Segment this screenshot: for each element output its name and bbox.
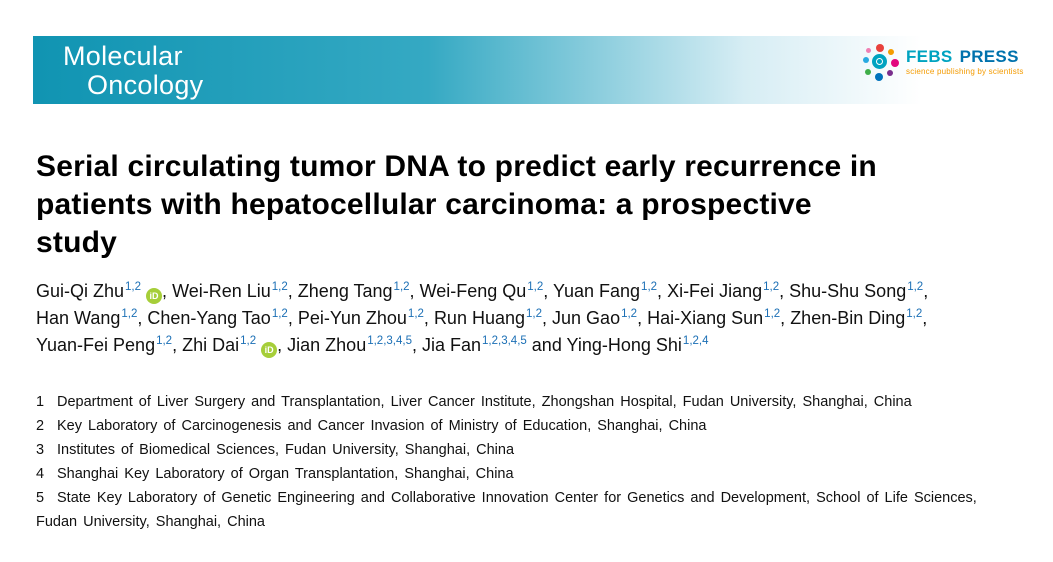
febs-name: FEBS PRESS (906, 48, 1024, 66)
affiliation-number: 2 (36, 418, 45, 434)
author-affiliation-superscript: 1,2 (407, 308, 424, 320)
author-name: Jun Gao (552, 308, 621, 328)
author-affiliation-superscript: 1,2,4 (682, 335, 709, 347)
author-affiliation-superscript: 1,2 (906, 308, 923, 320)
journal-banner: Molecular Oncology (33, 36, 1021, 104)
author: Shu-Shu Song1,2 (789, 281, 923, 301)
author-affiliation-superscript: 1,2 (271, 308, 288, 320)
author-affiliation-superscript: 1,2 (641, 281, 658, 293)
logo-dot-green (865, 69, 871, 75)
author-affiliation-superscript: 1,2,3,4,5 (482, 335, 527, 347)
affiliation-item: 5 State Key Laboratory of Genetic Enginee… (36, 486, 1018, 534)
author-name: Chen-Yang Tao (147, 308, 271, 328)
author-name: Zheng Tang (297, 281, 393, 301)
author-name: Zhi Dai (182, 335, 240, 355)
affiliation-number: 5 (36, 490, 45, 506)
author-affiliation-superscript: 1,2 (271, 281, 288, 293)
author-list: Gui-Qi Zhu1,2 iD, Wei-Ren Liu1,2, Zheng … (36, 278, 1004, 359)
author-name: Shu-Shu Song (789, 281, 907, 301)
journal-title: Molecular Oncology (33, 36, 1021, 100)
author-name: Wei-Feng Qu (419, 281, 527, 301)
author-affiliation-superscript: 1,2 (240, 335, 257, 347)
author: Ying-Hong Shi1,2,4 (567, 335, 709, 355)
author: Wei-Feng Qu1,2 (420, 281, 544, 301)
febs-name-secondary: PRESS (959, 47, 1019, 66)
logo-dot-purple (887, 70, 893, 76)
affiliation-item: 2 Key Laboratory of Carcinogenesis and Ca… (36, 414, 1018, 438)
author-affiliation-superscript: 1,2 (764, 308, 781, 320)
author-name: Run Huang (433, 308, 526, 328)
author: Zheng Tang1,2 (298, 281, 410, 301)
logo-dot-magenta (891, 59, 899, 67)
author: Wei-Ren Liu1,2 (172, 281, 288, 301)
affiliation-number: 3 (36, 442, 45, 458)
author-affiliation-superscript: 1,2 (156, 335, 173, 347)
febs-name-primary: FEBS (906, 47, 953, 66)
author-name: Jia Fan (422, 335, 482, 355)
logo-dot-red (876, 44, 884, 52)
author-affiliation-superscript: 1,2 (763, 281, 780, 293)
article-title: Serial circulating tumor DNA to predict … (36, 148, 1004, 262)
affiliation-item: 1 Department of Liver Surgery and Transpl… (36, 390, 1018, 414)
author: Run Huang1,2 (434, 308, 542, 328)
febs-press-logo: FEBS PRESS science publishing by scienti… (863, 44, 1024, 81)
logo-center-dot (872, 54, 887, 69)
logo-dot-sky (863, 57, 869, 63)
author: Yuan-Fei Peng1,2 (36, 335, 172, 355)
journal-title-line1: Molecular (63, 41, 183, 71)
author-name: Xi-Fei Jiang (667, 281, 763, 301)
author: Hai-Xiang Sun1,2 (647, 308, 780, 328)
affiliation-item: 4 Shanghai Key Laboratory of Organ Transp… (36, 462, 1018, 486)
orcid-icon[interactable]: iD (146, 288, 163, 304)
author: Jia Fan1,2,3,4,5 (422, 335, 527, 355)
affiliation-item: 3 Institutes of Biomedical Sciences, Fuda… (36, 438, 1018, 462)
author-name: Hai-Xiang Sun (647, 308, 764, 328)
author: Jun Gao1,2 (552, 308, 637, 328)
febs-wordmark: FEBS PRESS science publishing by scienti… (906, 48, 1024, 77)
article-title-line1: Serial circulating tumor DNA to predict … (36, 150, 877, 183)
author: Xi-Fei Jiang1,2 (667, 281, 779, 301)
author: Chen-Yang Tao1,2 (147, 308, 287, 328)
author-affiliation-superscript: 1,2 (393, 281, 410, 293)
orcid-icon[interactable]: iD (261, 342, 278, 358)
author: Han Wang1,2 (36, 308, 137, 328)
author-name: Jian Zhou (287, 335, 367, 355)
author: Pei-Yun Zhou1,2 (298, 308, 424, 328)
article-title-line2: patients with hepatocellular carcinoma: … (36, 188, 812, 221)
author: Zhen-Bin Ding1,2 (790, 308, 922, 328)
author-name: Wei-Ren Liu (172, 281, 271, 301)
logo-dot-pink (866, 48, 871, 53)
author: Zhi Dai1,2 iD (182, 335, 278, 358)
author-affiliation-superscript: 1,2 (526, 308, 543, 320)
journal-title-line2: Oncology (87, 70, 204, 100)
author-name: Zhen-Bin Ding (790, 308, 906, 328)
author-affiliation-superscript: 1,2 (121, 308, 138, 320)
author-affiliation-superscript: 1,2 (621, 308, 638, 320)
logo-center-ring (876, 58, 883, 65)
logo-dot-blue (875, 73, 883, 81)
author-affiliation-superscript: 1,2 (907, 281, 924, 293)
author-name: Ying-Hong Shi (566, 335, 682, 355)
author-name: Gui-Qi Zhu (36, 281, 125, 301)
logo-dot-orange (888, 49, 894, 55)
author-affiliation-superscript: 1,2,3,4,5 (367, 335, 412, 347)
author-name: Pei-Yun Zhou (297, 308, 407, 328)
article-title-line3: study (36, 226, 118, 259)
febs-press-icon (863, 44, 899, 81)
affiliation-number: 4 (36, 466, 45, 482)
author-name: Han Wang (36, 308, 121, 328)
author-affiliation-superscript: 1,2 (125, 281, 142, 293)
author: Jian Zhou1,2,3,4,5 (287, 335, 412, 355)
author: Yuan Fang1,2 (553, 281, 657, 301)
author-name: Yuan Fang (552, 281, 641, 301)
affiliation-number: 1 (36, 394, 45, 410)
author-name: Yuan-Fei Peng (36, 335, 156, 355)
febs-tagline: science publishing by scientists (906, 67, 1024, 76)
author: Gui-Qi Zhu1,2 iD (36, 281, 163, 304)
affiliation-list: 1 Department of Liver Surgery and Transpl… (36, 390, 1018, 534)
author-affiliation-superscript: 1,2 (527, 281, 544, 293)
